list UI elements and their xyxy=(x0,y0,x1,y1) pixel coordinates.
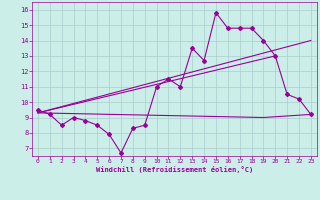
X-axis label: Windchill (Refroidissement éolien,°C): Windchill (Refroidissement éolien,°C) xyxy=(96,166,253,173)
